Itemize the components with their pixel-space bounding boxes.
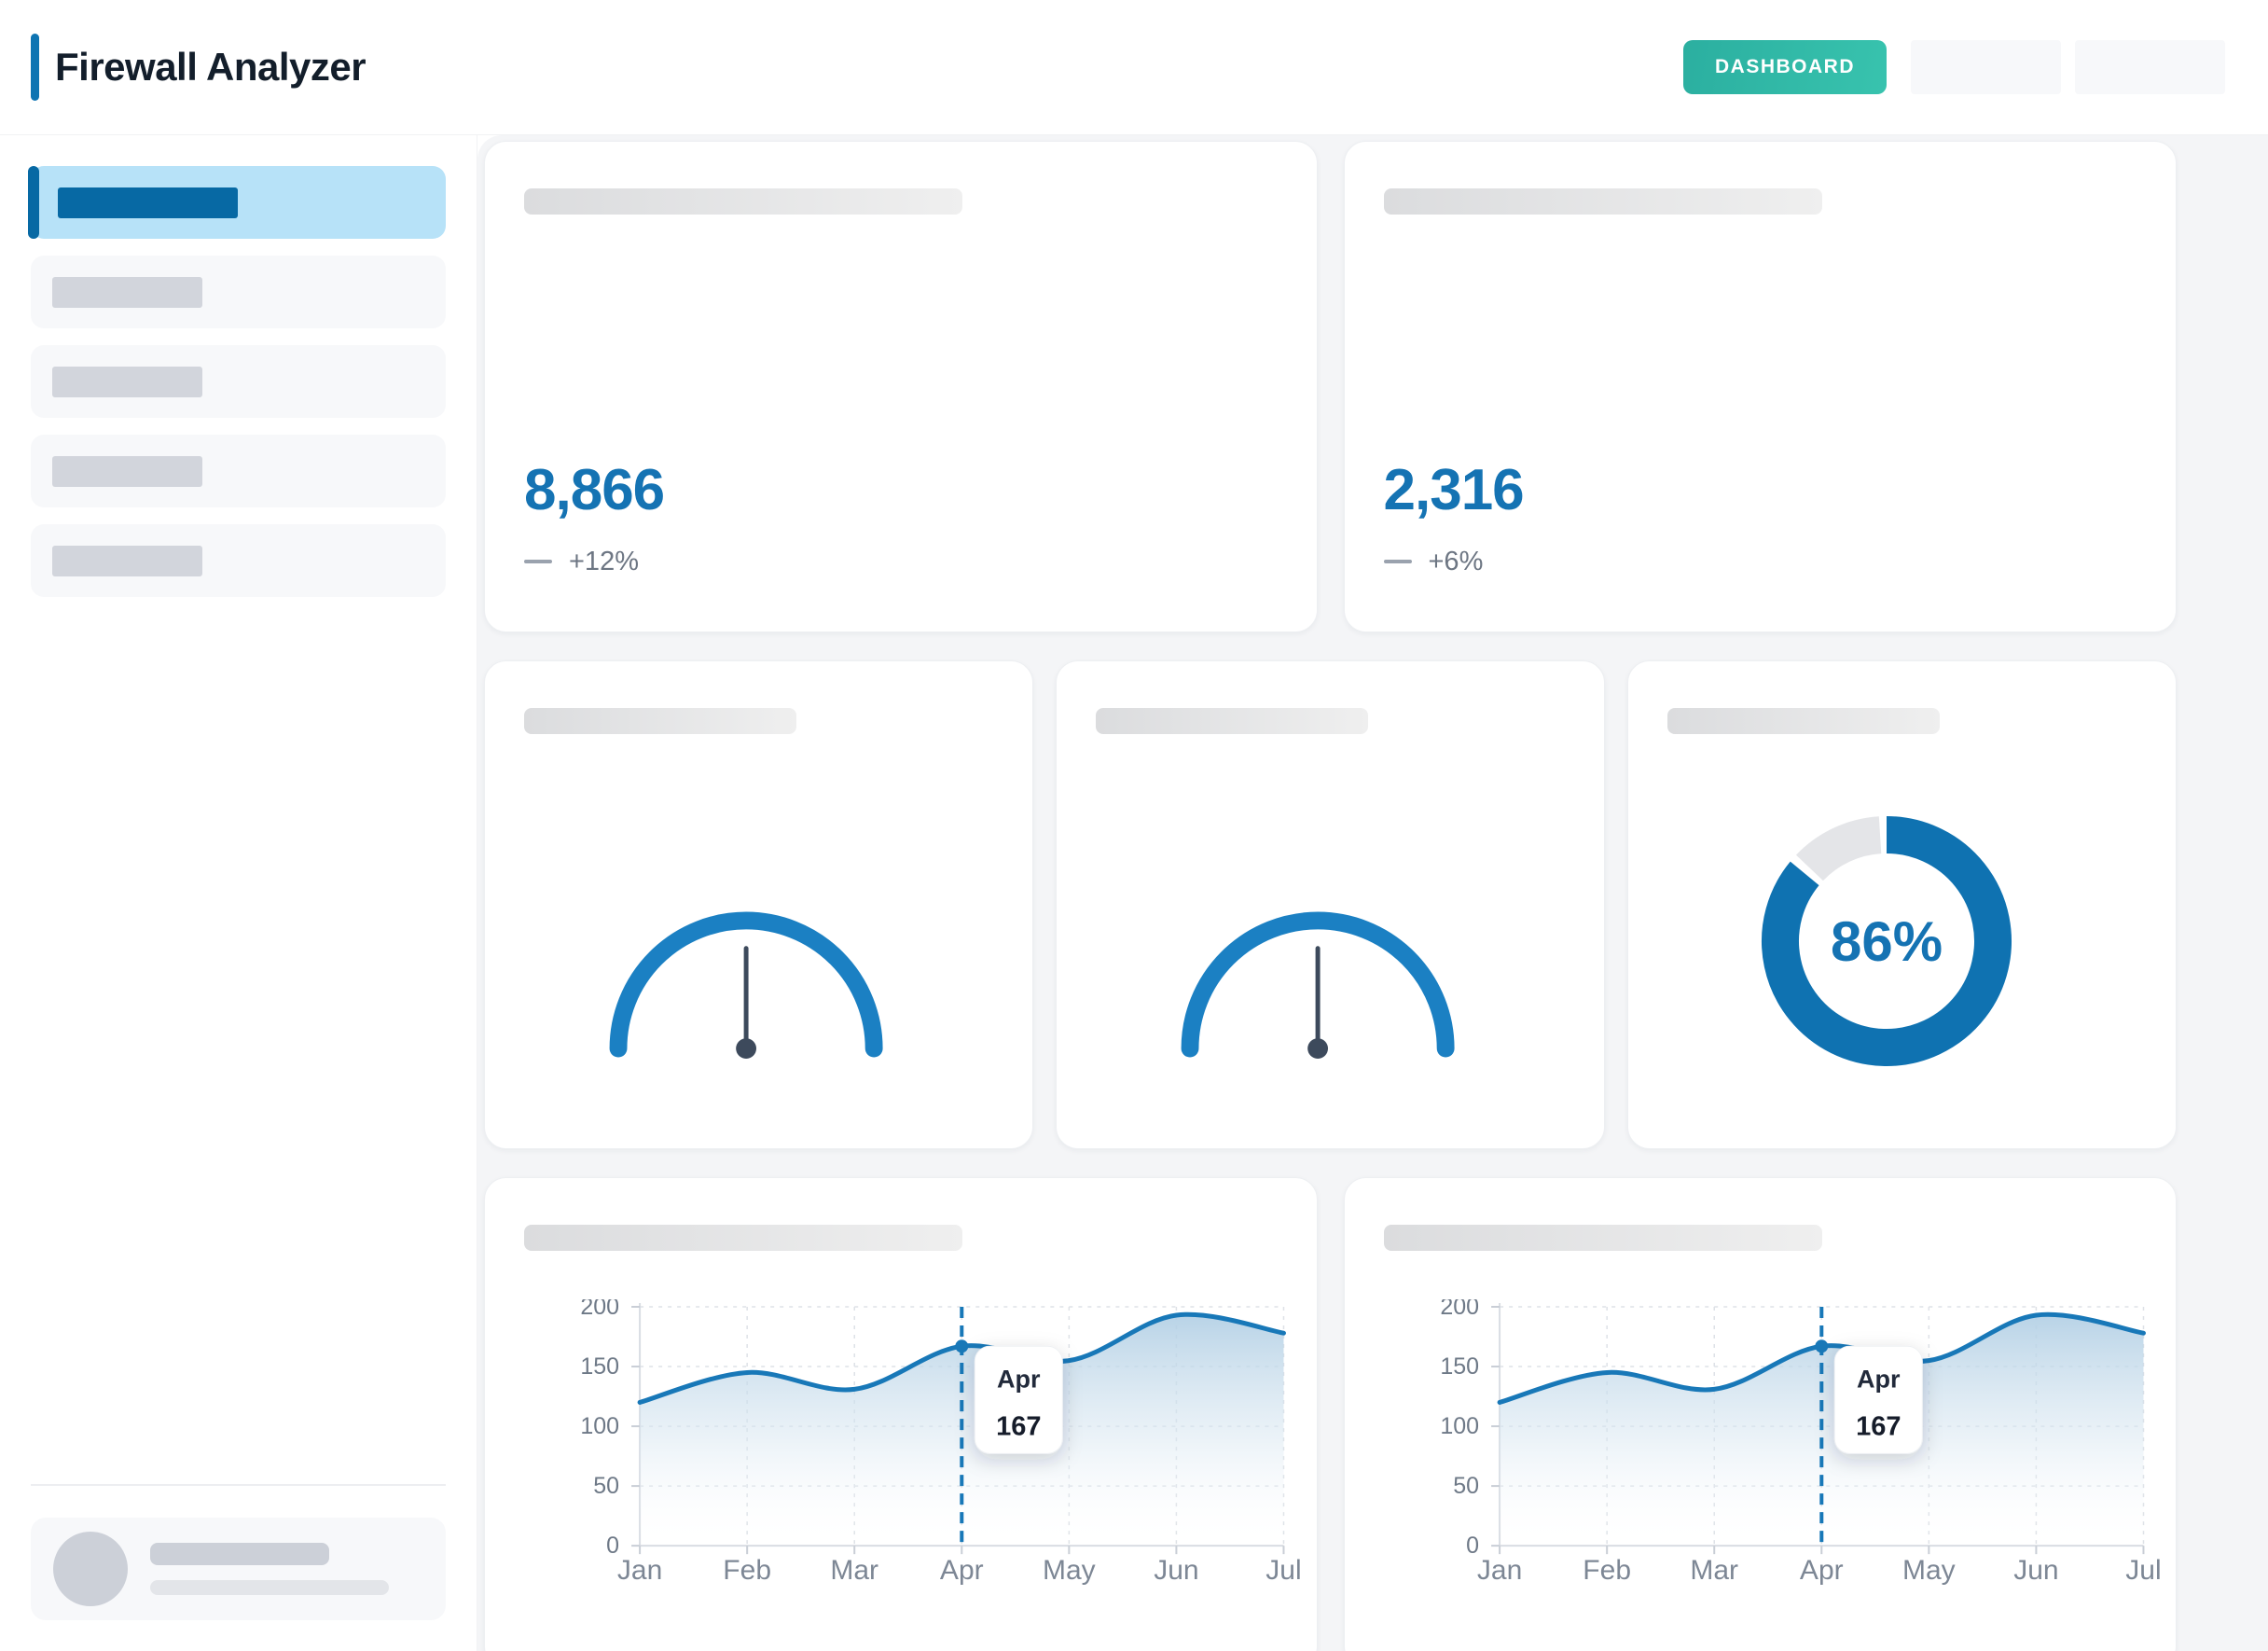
sidebar-item-4[interactable]: [31, 435, 446, 507]
trend-dash-icon: [1383, 560, 1412, 563]
stat-change-2: +6%: [1383, 546, 2177, 576]
card-title-placeholder: [524, 708, 796, 734]
svg-text:Apr: Apr: [1799, 1555, 1843, 1586]
svg-text:Feb: Feb: [723, 1555, 771, 1586]
stat-change-label: +6%: [1428, 546, 1484, 576]
stat-change-1: +12%: [524, 546, 1317, 576]
sidebar-user-card[interactable]: [31, 1518, 446, 1620]
area-chart-2[interactable]: 0 50 100 150 200 Jan Feb Mar Apr May Jun Jul Apr 167: [1345, 1299, 2177, 1651]
svg-text:50: 50: [593, 1473, 619, 1499]
trend-charts-row: 0 50 100 150 200 Jan Feb Mar Apr May Jun Jul Apr 167 …: [484, 1177, 2177, 1651]
svg-text:100: 100: [580, 1413, 619, 1439]
sidebar-divider: [31, 1484, 446, 1486]
sidebar-item-3[interactable]: [31, 345, 446, 418]
avatar: [53, 1532, 128, 1606]
header-nav: DASHBOARD: [1683, 40, 2225, 94]
user-role-placeholder: [150, 1580, 389, 1595]
svg-text:Apr: Apr: [997, 1365, 1041, 1393]
stat-card-1: 8,866 +12%: [484, 141, 1318, 632]
svg-text:May: May: [1902, 1555, 1956, 1586]
sidebar-footer: [31, 1484, 446, 1620]
main-content: 8,866 +12% 2,316 +6%: [477, 135, 2268, 1651]
brand-accent-bar: [31, 34, 39, 101]
sidebar-nav: [28, 166, 446, 614]
svg-text:200: 200: [1440, 1299, 1479, 1320]
nav-placeholder-button-2[interactable]: [2075, 40, 2225, 94]
sidebar-item-2[interactable]: [31, 256, 446, 328]
trend-dash-icon: [524, 560, 552, 563]
svg-text:150: 150: [1440, 1353, 1479, 1380]
sidebar-item-active[interactable]: [28, 166, 446, 239]
svg-text:Jan: Jan: [1476, 1555, 1521, 1586]
svg-text:May: May: [1043, 1555, 1096, 1586]
stat-change-label: +12%: [569, 546, 639, 576]
nav-placeholder-button-1[interactable]: [1911, 40, 2061, 94]
svg-text:167: 167: [1856, 1411, 1901, 1441]
svg-text:Jul: Jul: [1265, 1555, 1301, 1586]
stat-value-1: 8,866: [524, 458, 665, 522]
dashboard-button[interactable]: DASHBOARD: [1683, 40, 1887, 94]
sidebar-item-5[interactable]: [31, 524, 446, 597]
user-name-placeholder: [150, 1543, 329, 1565]
stats-row: 8,866 +12% 2,316 +6%: [484, 141, 2177, 632]
area-chart-1[interactable]: 0 50 100 150 200 Jan Feb Mar Apr May Jun Jul Apr 167: [485, 1299, 1317, 1651]
svg-text:167: 167: [996, 1411, 1041, 1441]
svg-text:86%: 86%: [1831, 910, 1943, 973]
gauge-chart-2: [1181, 911, 1455, 1059]
donut-chart: 86%: [1762, 816, 2012, 1066]
svg-text:Apr: Apr: [940, 1555, 984, 1586]
card-title-placeholder: [524, 1225, 962, 1251]
svg-text:0: 0: [606, 1533, 619, 1559]
svg-text:Feb: Feb: [1583, 1555, 1631, 1586]
svg-text:150: 150: [580, 1353, 619, 1380]
app-shell: 8,866 +12% 2,316 +6%: [0, 135, 2268, 1651]
stat-card-2: 2,316 +6%: [1343, 141, 2177, 632]
svg-text:0: 0: [1466, 1533, 1479, 1559]
svg-text:50: 50: [1453, 1473, 1479, 1499]
gauge-card-2: [1056, 660, 1605, 1149]
user-info-placeholder: [150, 1543, 389, 1595]
gauge-chart-1: [609, 911, 883, 1059]
sidebar-item-label-placeholder: [58, 187, 238, 218]
sidebar-item-label-placeholder: [52, 366, 202, 397]
card-title-placeholder: [1383, 1225, 1822, 1251]
gauges-row: 86%: [484, 660, 2177, 1149]
svg-text:Jul: Jul: [2125, 1555, 2161, 1586]
svg-text:Apr: Apr: [1857, 1365, 1901, 1393]
donut-card: 86%: [1627, 660, 2177, 1149]
svg-text:Mar: Mar: [1690, 1555, 1738, 1586]
svg-text:Jun: Jun: [1154, 1555, 1198, 1586]
app-header: Firewall Analyzer DASHBOARD: [0, 0, 2268, 135]
stat-value-2: 2,316: [1383, 458, 1525, 522]
area-chart-card-2: 0 50 100 150 200 Jan Feb Mar Apr May Jun Jul Apr 167: [1343, 1177, 2177, 1651]
sidebar-item-label-placeholder: [52, 545, 202, 576]
svg-text:Mar: Mar: [830, 1555, 878, 1586]
card-title-placeholder: [524, 188, 962, 215]
sidebar: [0, 135, 477, 1651]
area-chart-card-1: 0 50 100 150 200 Jan Feb Mar Apr May Jun Jul Apr 167: [484, 1177, 1318, 1651]
card-title-placeholder: [1383, 188, 1822, 215]
svg-text:100: 100: [1440, 1413, 1479, 1439]
gauge-card-1: [484, 660, 1033, 1149]
svg-text:Jan: Jan: [617, 1555, 662, 1586]
card-title-placeholder: [1667, 708, 1940, 734]
svg-text:Jun: Jun: [2013, 1555, 2058, 1586]
app-title: Firewall Analyzer: [55, 45, 366, 89]
card-title-placeholder: [1096, 708, 1368, 734]
svg-text:200: 200: [580, 1299, 619, 1320]
sidebar-item-label-placeholder: [52, 455, 202, 487]
sidebar-item-label-placeholder: [52, 276, 202, 308]
